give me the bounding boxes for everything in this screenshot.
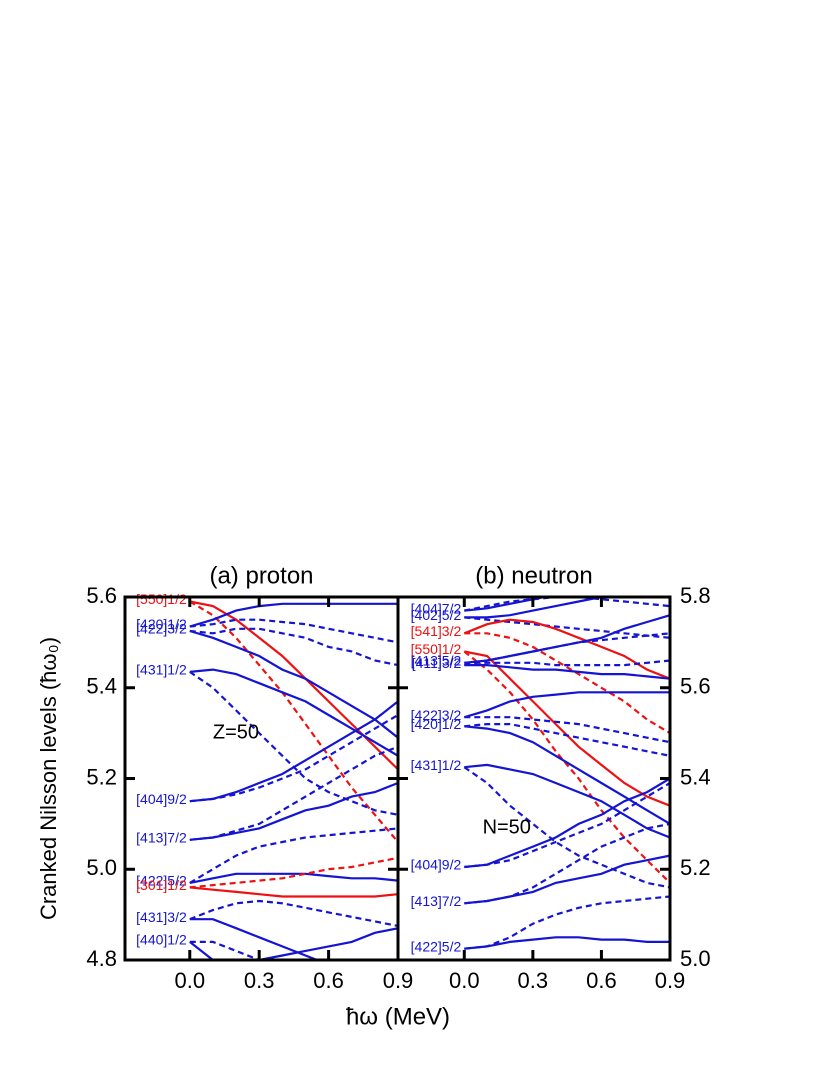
level-curve [189,700,398,803]
level-curve [463,691,670,719]
level-curve-dashed [189,856,398,889]
y-tick-label: 5.6 [86,583,117,608]
level-curve-dashed [464,895,670,950]
level-curve [189,872,398,884]
level-label: [420]1/2 [136,616,187,632]
y-tick-label: 5.2 [680,855,711,880]
level-label: [422]5/2 [411,938,462,954]
level-curve [464,597,608,619]
level-curve-dashed [189,600,398,843]
level-curve-dashed [464,723,670,757]
level-curve-dashed [189,618,398,644]
level-curve [189,600,398,771]
level-label: [422]3/2 [136,621,187,637]
level-curve-dashed [189,714,398,803]
level-label: [440]1/2 [136,932,187,948]
y-tick-label: 5.0 [680,946,711,971]
level-curve-dashed [189,627,398,667]
panel-title: (b) neutron [475,562,592,589]
x-tick-label: 0.0 [174,968,205,993]
level-label: [411]3/2 [412,655,462,671]
level-label: [422]5/2 [136,873,187,889]
panel-annotation: N=50 [483,817,531,839]
level-curve [463,618,670,680]
level-curve-dashed [189,827,398,884]
x-tick-label: 0.9 [383,968,414,993]
level-label: [431]1/2 [411,757,462,773]
x-tick-label: 0.6 [586,968,617,993]
level-curve [189,781,398,841]
level-curve-dashed [464,597,670,612]
level-label: [402]5/2 [411,607,462,623]
plot-area [189,600,398,960]
level-label: [413]7/2 [136,829,187,845]
level-label: [404]9/2 [411,857,462,873]
plot-area [463,597,670,950]
level-label: [541]3/2 [411,623,462,639]
panel-annotation: Z=50 [213,721,259,743]
level-label: [301]1/2 [136,877,187,893]
level-label: [550]1/2 [136,591,187,607]
level-curve-dashed [463,650,670,884]
x-tick-label: 0.9 [655,968,686,993]
level-label: [422]3/2 [411,707,462,723]
level-label: [413]7/2 [411,893,462,909]
level-curve-dashed [463,766,670,889]
level-curve-dashed [464,782,670,869]
level-label: [404]9/2 [136,791,187,807]
level-curve [464,725,670,825]
level-curve [189,886,398,898]
x-tick-label: 0.6 [313,968,344,993]
y-tick-label: 5.4 [86,674,117,699]
plot-frame [123,595,400,962]
y-axis-label: Cranked Nilsson levels (ħω₀) [36,637,61,920]
level-curve [464,763,670,839]
level-label: [420]1/2 [411,716,462,732]
x-axis-label: ħω (MeV) [346,1003,450,1030]
level-curve [189,927,398,960]
level-curve [189,629,398,739]
level-label: [413]5/2 [411,652,462,668]
level-curve [189,918,321,960]
level-label: [550]1/2 [411,641,462,657]
x-tick-label: 0.3 [518,968,549,993]
level-curve-dashed [464,632,670,667]
level-curve [189,602,398,628]
level-curve [464,597,550,612]
level-curve-dashed [464,716,670,744]
level-curve [464,777,670,869]
level-curve [189,668,398,757]
y-tick-label: 4.8 [86,946,117,971]
level-label: [431]1/2 [136,662,187,678]
y-tick-label: 5.0 [86,855,117,880]
level-curve-dashed [464,632,670,735]
panel-title: (a) proton [209,562,313,589]
y-tick-label: 5.6 [680,674,711,699]
level-curve [464,936,670,950]
y-tick-label: 5.8 [680,583,711,608]
y-tick-label: 5.2 [86,764,117,789]
level-label: [404]7/2 [411,600,462,616]
level-curve-dashed [464,822,670,905]
level-label: [431]3/2 [136,909,187,925]
level-curve-dashed [189,745,398,841]
x-tick-label: 0.0 [449,968,480,993]
level-curve [464,664,670,680]
level-curve-dashed [189,940,265,960]
y-tick-label: 5.4 [680,764,711,789]
level-curve-dashed [464,659,670,667]
x-tick-label: 0.3 [244,968,275,993]
